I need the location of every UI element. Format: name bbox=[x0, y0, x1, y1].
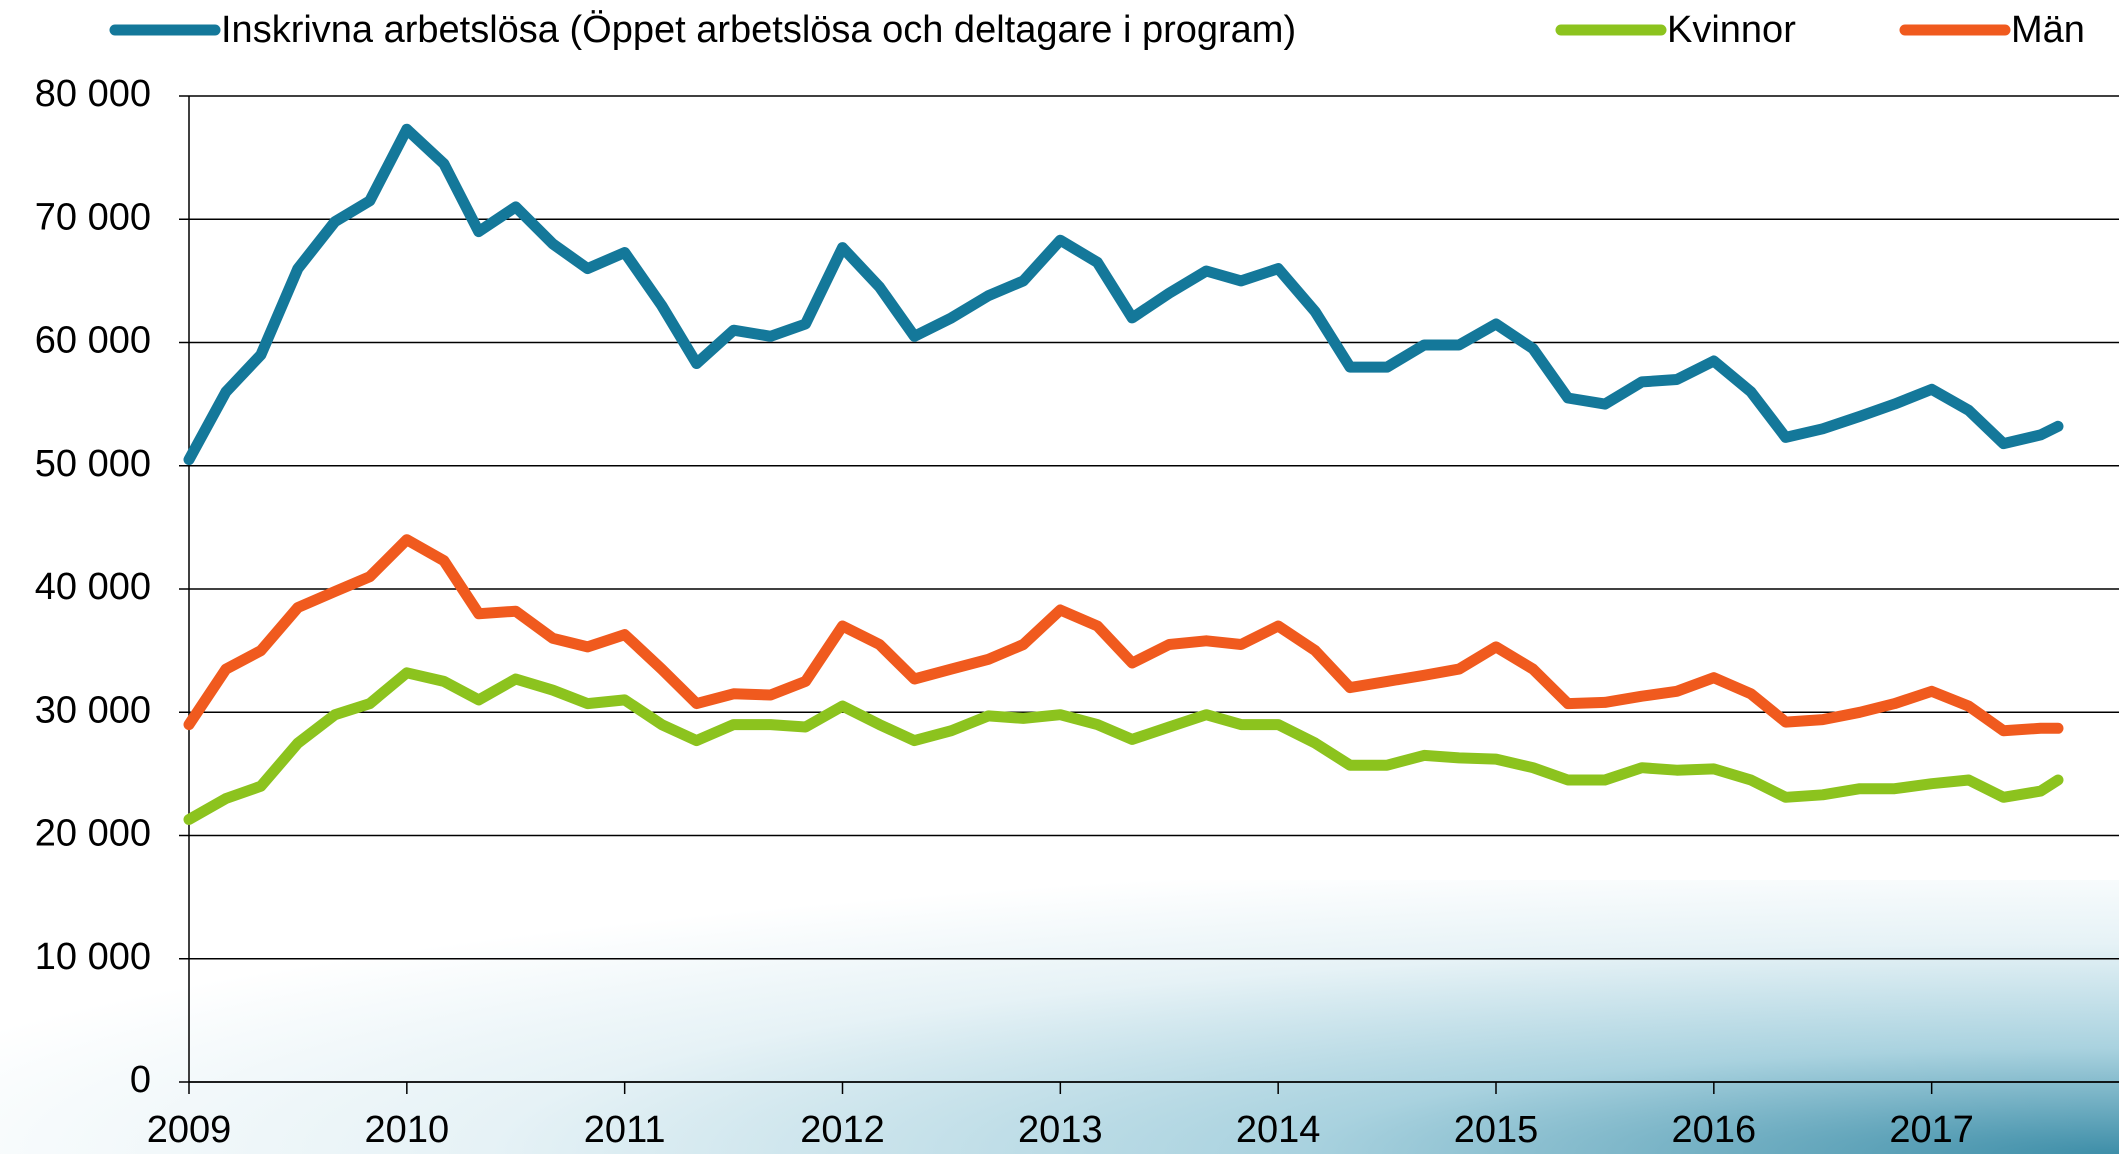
background bbox=[0, 880, 2119, 1154]
legend-label: Inskrivna arbetslösa (Öppet arbetslösa o… bbox=[221, 9, 1296, 51]
legend-label: Kvinnor bbox=[1667, 9, 1796, 51]
x-tick-label: 2015 bbox=[1454, 1109, 1539, 1151]
x-tick-label: 2017 bbox=[1889, 1109, 1974, 1151]
x-tick-label: 2013 bbox=[1018, 1109, 1103, 1151]
y-tick-label: 80 000 bbox=[35, 73, 151, 115]
y-tick-label: 50 000 bbox=[35, 443, 151, 485]
y-tick-label: 70 000 bbox=[35, 196, 151, 238]
y-tick-label: 0 bbox=[130, 1059, 151, 1101]
y-tick-label: 20 000 bbox=[35, 813, 151, 855]
y-tick-label: 10 000 bbox=[35, 936, 151, 978]
x-tick-label: 2011 bbox=[584, 1109, 666, 1151]
y-tick-label: 40 000 bbox=[35, 566, 151, 608]
x-tick-label: 2012 bbox=[800, 1109, 885, 1151]
data-line bbox=[183, 534, 2064, 737]
data-line bbox=[183, 123, 2064, 466]
x-tick-label: 2009 bbox=[147, 1109, 232, 1151]
x-tick-label: 2016 bbox=[1672, 1109, 1757, 1151]
data-line bbox=[183, 667, 2064, 825]
y-tick-label: 60 000 bbox=[35, 320, 151, 362]
y-tick-label: 30 000 bbox=[35, 689, 151, 731]
x-tick-label: 2010 bbox=[365, 1109, 450, 1151]
legend-label: Män bbox=[2011, 9, 2085, 51]
x-tick-label: 2014 bbox=[1236, 1109, 1321, 1151]
